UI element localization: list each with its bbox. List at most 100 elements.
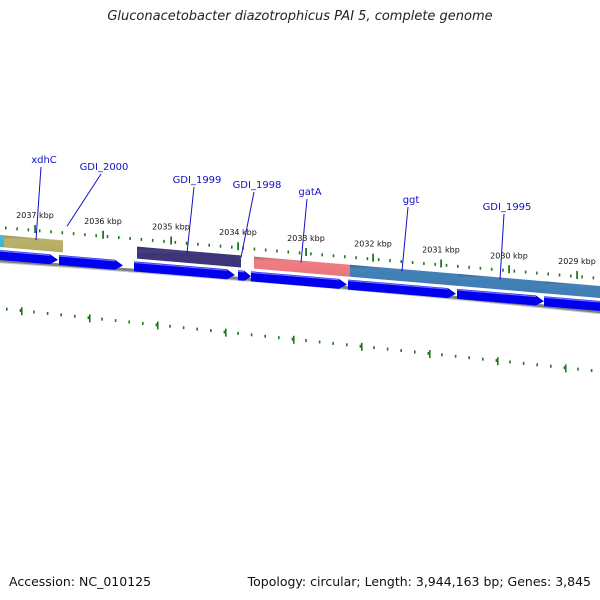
- minor-tick-lower: [155, 323, 158, 327]
- minor-tick-lower: [359, 344, 362, 348]
- minor-tick-lower: [33, 310, 35, 314]
- scale-tick-label: 2034 kbp: [219, 228, 257, 237]
- scale-tick: [508, 265, 510, 274]
- major-tick-lower: [89, 314, 91, 323]
- minor-tick-lower: [373, 346, 375, 350]
- backbone-highlight: [0, 262, 600, 315]
- minor-tick-lower: [482, 357, 484, 361]
- major-tick-lower: [361, 342, 363, 351]
- feature-label: ggt: [403, 195, 420, 206]
- gene-arrow-highlight: [347, 279, 449, 290]
- minor-tick-lower: [250, 333, 253, 337]
- major-tick-lower: [429, 350, 431, 359]
- feature-label: GDI_1999: [173, 175, 222, 186]
- minor-tick-lower: [264, 334, 266, 338]
- gene-track: [0, 250, 600, 311]
- minor-tick: [197, 242, 199, 246]
- gene-arrow: [457, 288, 544, 306]
- feature-label: xdhC: [31, 155, 57, 166]
- minor-tick-lower: [291, 337, 294, 341]
- major-tick-lower: [225, 328, 227, 337]
- minor-tick: [581, 275, 583, 279]
- minor-tick: [185, 241, 188, 245]
- minor-tick-lower: [522, 361, 525, 365]
- major-tick-lower: [565, 364, 567, 373]
- feature-leader-line: [300, 198, 308, 263]
- feature-label: GDI_2000: [80, 162, 129, 173]
- minor-tick-lower: [332, 341, 334, 345]
- minor-tick: [129, 236, 131, 240]
- scale-tick: [576, 271, 578, 280]
- minor-tick: [321, 253, 323, 257]
- gene-arrow-highlight: [58, 255, 116, 262]
- gene-arrow: [251, 271, 347, 289]
- minor-tick: [208, 243, 210, 247]
- minor-tick: [231, 245, 233, 249]
- minor-tick-lower: [441, 353, 443, 357]
- scale-tick-label: 2030 kbp: [490, 251, 528, 260]
- minor-tick: [27, 228, 30, 232]
- scale-tick-label: 2032 kbp: [354, 240, 392, 249]
- minor-tick: [377, 258, 380, 262]
- gene-arrow-highlight: [456, 289, 537, 298]
- minor-tick: [5, 226, 7, 230]
- minor-tick-lower: [468, 356, 470, 360]
- feature-leader-line: [186, 186, 195, 253]
- minor-tick-lower: [400, 349, 402, 353]
- gene-arrow-highlight: [0, 250, 51, 256]
- minor-tick-lower: [182, 326, 185, 330]
- feature-track: [0, 235, 600, 298]
- minor-tick: [389, 259, 391, 263]
- gene-arrow: [134, 261, 235, 280]
- minor-tick-lower: [19, 309, 22, 313]
- gene-arrow-highlight: [250, 271, 340, 281]
- minor-tick-lower: [46, 311, 49, 315]
- feature-leader-line: [240, 191, 255, 258]
- minor-tick-lower: [223, 330, 226, 334]
- genome-summary-text: Topology: circular; Length: 3,944,163 bp…: [247, 574, 591, 589]
- scale-tick: [170, 236, 172, 245]
- minor-tick: [547, 272, 549, 276]
- feature-band-shade: [350, 264, 458, 286]
- minor-tick-lower: [128, 320, 130, 324]
- minor-tick-lower: [536, 363, 538, 367]
- minor-tick: [592, 276, 595, 280]
- minor-tick: [264, 248, 267, 252]
- feature-label-layer: 2037 kbp 2036 kbp 2035 kbp 2034 kbp 2033 kbp…: [16, 155, 596, 280]
- minor-tick: [50, 230, 52, 234]
- feature-band-shade: [137, 246, 237, 268]
- minor-tick: [118, 236, 120, 240]
- minor-tick-lower: [495, 359, 498, 363]
- map-title: Gluconacetobacter diazotrophicus PAI 5, …: [107, 9, 493, 24]
- scale-tick: [102, 230, 104, 239]
- minor-tick: [72, 232, 75, 236]
- feature-leader-line: [401, 206, 409, 272]
- minor-tick: [457, 264, 459, 268]
- minor-tick-lower: [318, 340, 321, 344]
- scale-tick-label: 2035 kbp: [152, 223, 190, 232]
- minor-tick-lower: [169, 324, 171, 328]
- minor-tick: [163, 239, 165, 243]
- minor-tick-lower: [196, 327, 198, 331]
- feature-band-shade: [254, 256, 350, 277]
- scale-tick-label: 2036 kbp: [84, 217, 122, 226]
- major-tick-lower: [497, 357, 499, 366]
- major-tick-lower: [157, 321, 159, 330]
- minor-tick: [95, 234, 97, 238]
- minor-tick: [434, 262, 436, 266]
- minor-tick: [423, 261, 425, 265]
- feature-leader-line: [35, 166, 42, 241]
- minor-tick: [151, 238, 154, 242]
- gene-arrow: [348, 279, 456, 299]
- minor-tick: [140, 237, 143, 241]
- accession-text: Accession: NC_010125: [9, 574, 152, 589]
- minor-tick: [38, 229, 41, 233]
- scale-tick-label: 2029 kbp: [558, 257, 596, 266]
- minor-tick: [298, 251, 301, 255]
- major-tick-lower: [21, 307, 23, 316]
- gene-arrow: [544, 296, 600, 311]
- minor-tick: [84, 233, 86, 237]
- feature-band-shade: [545, 281, 600, 298]
- minor-tick: [16, 227, 18, 231]
